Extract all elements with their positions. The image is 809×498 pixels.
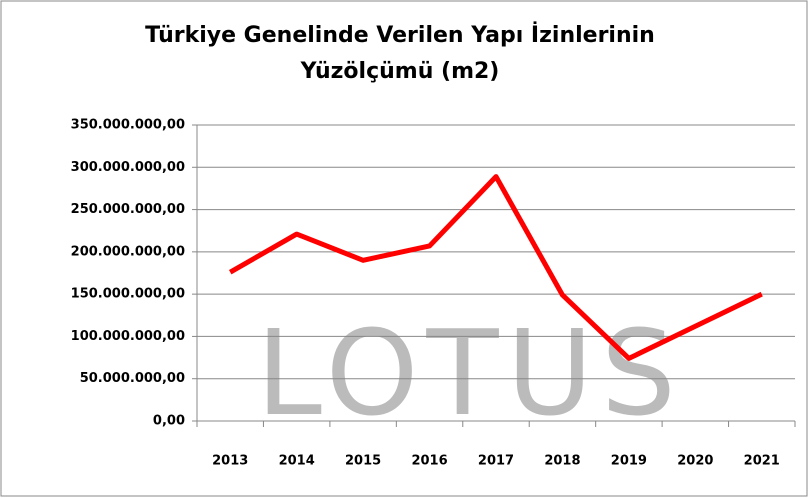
x-tick-label: 2013 <box>212 454 248 469</box>
x-tick-label: 2014 <box>279 454 315 469</box>
y-tick-label: 300.000.000,00 <box>71 160 185 175</box>
data-line <box>228 174 763 361</box>
y-tick-label: 100.000.000,00 <box>71 329 185 344</box>
y-tick-label: 150.000.000,00 <box>71 287 185 302</box>
y-tick-label: 250.000.000,00 <box>71 202 185 217</box>
x-tick-label: 2016 <box>411 454 447 469</box>
x-tick-label: 2019 <box>611 454 647 469</box>
x-tick-label: 2021 <box>744 454 780 469</box>
y-tick-label: 50.000.000,00 <box>80 371 185 386</box>
x-tick-label: 2018 <box>544 454 580 469</box>
x-tick-label: 2015 <box>345 454 381 469</box>
y-tick-label: 0,00 <box>153 414 185 429</box>
x-tick-label: 2017 <box>478 454 514 469</box>
y-tick-label: 350.000.000,00 <box>71 118 185 133</box>
y-tick-label: 200.000.000,00 <box>71 244 185 259</box>
watermark: LOTUS <box>256 304 684 442</box>
chart-title: Türkiye Genelinde Verilen Yapı İzinlerin… <box>145 23 655 84</box>
x-tick-label: 2020 <box>677 454 713 469</box>
